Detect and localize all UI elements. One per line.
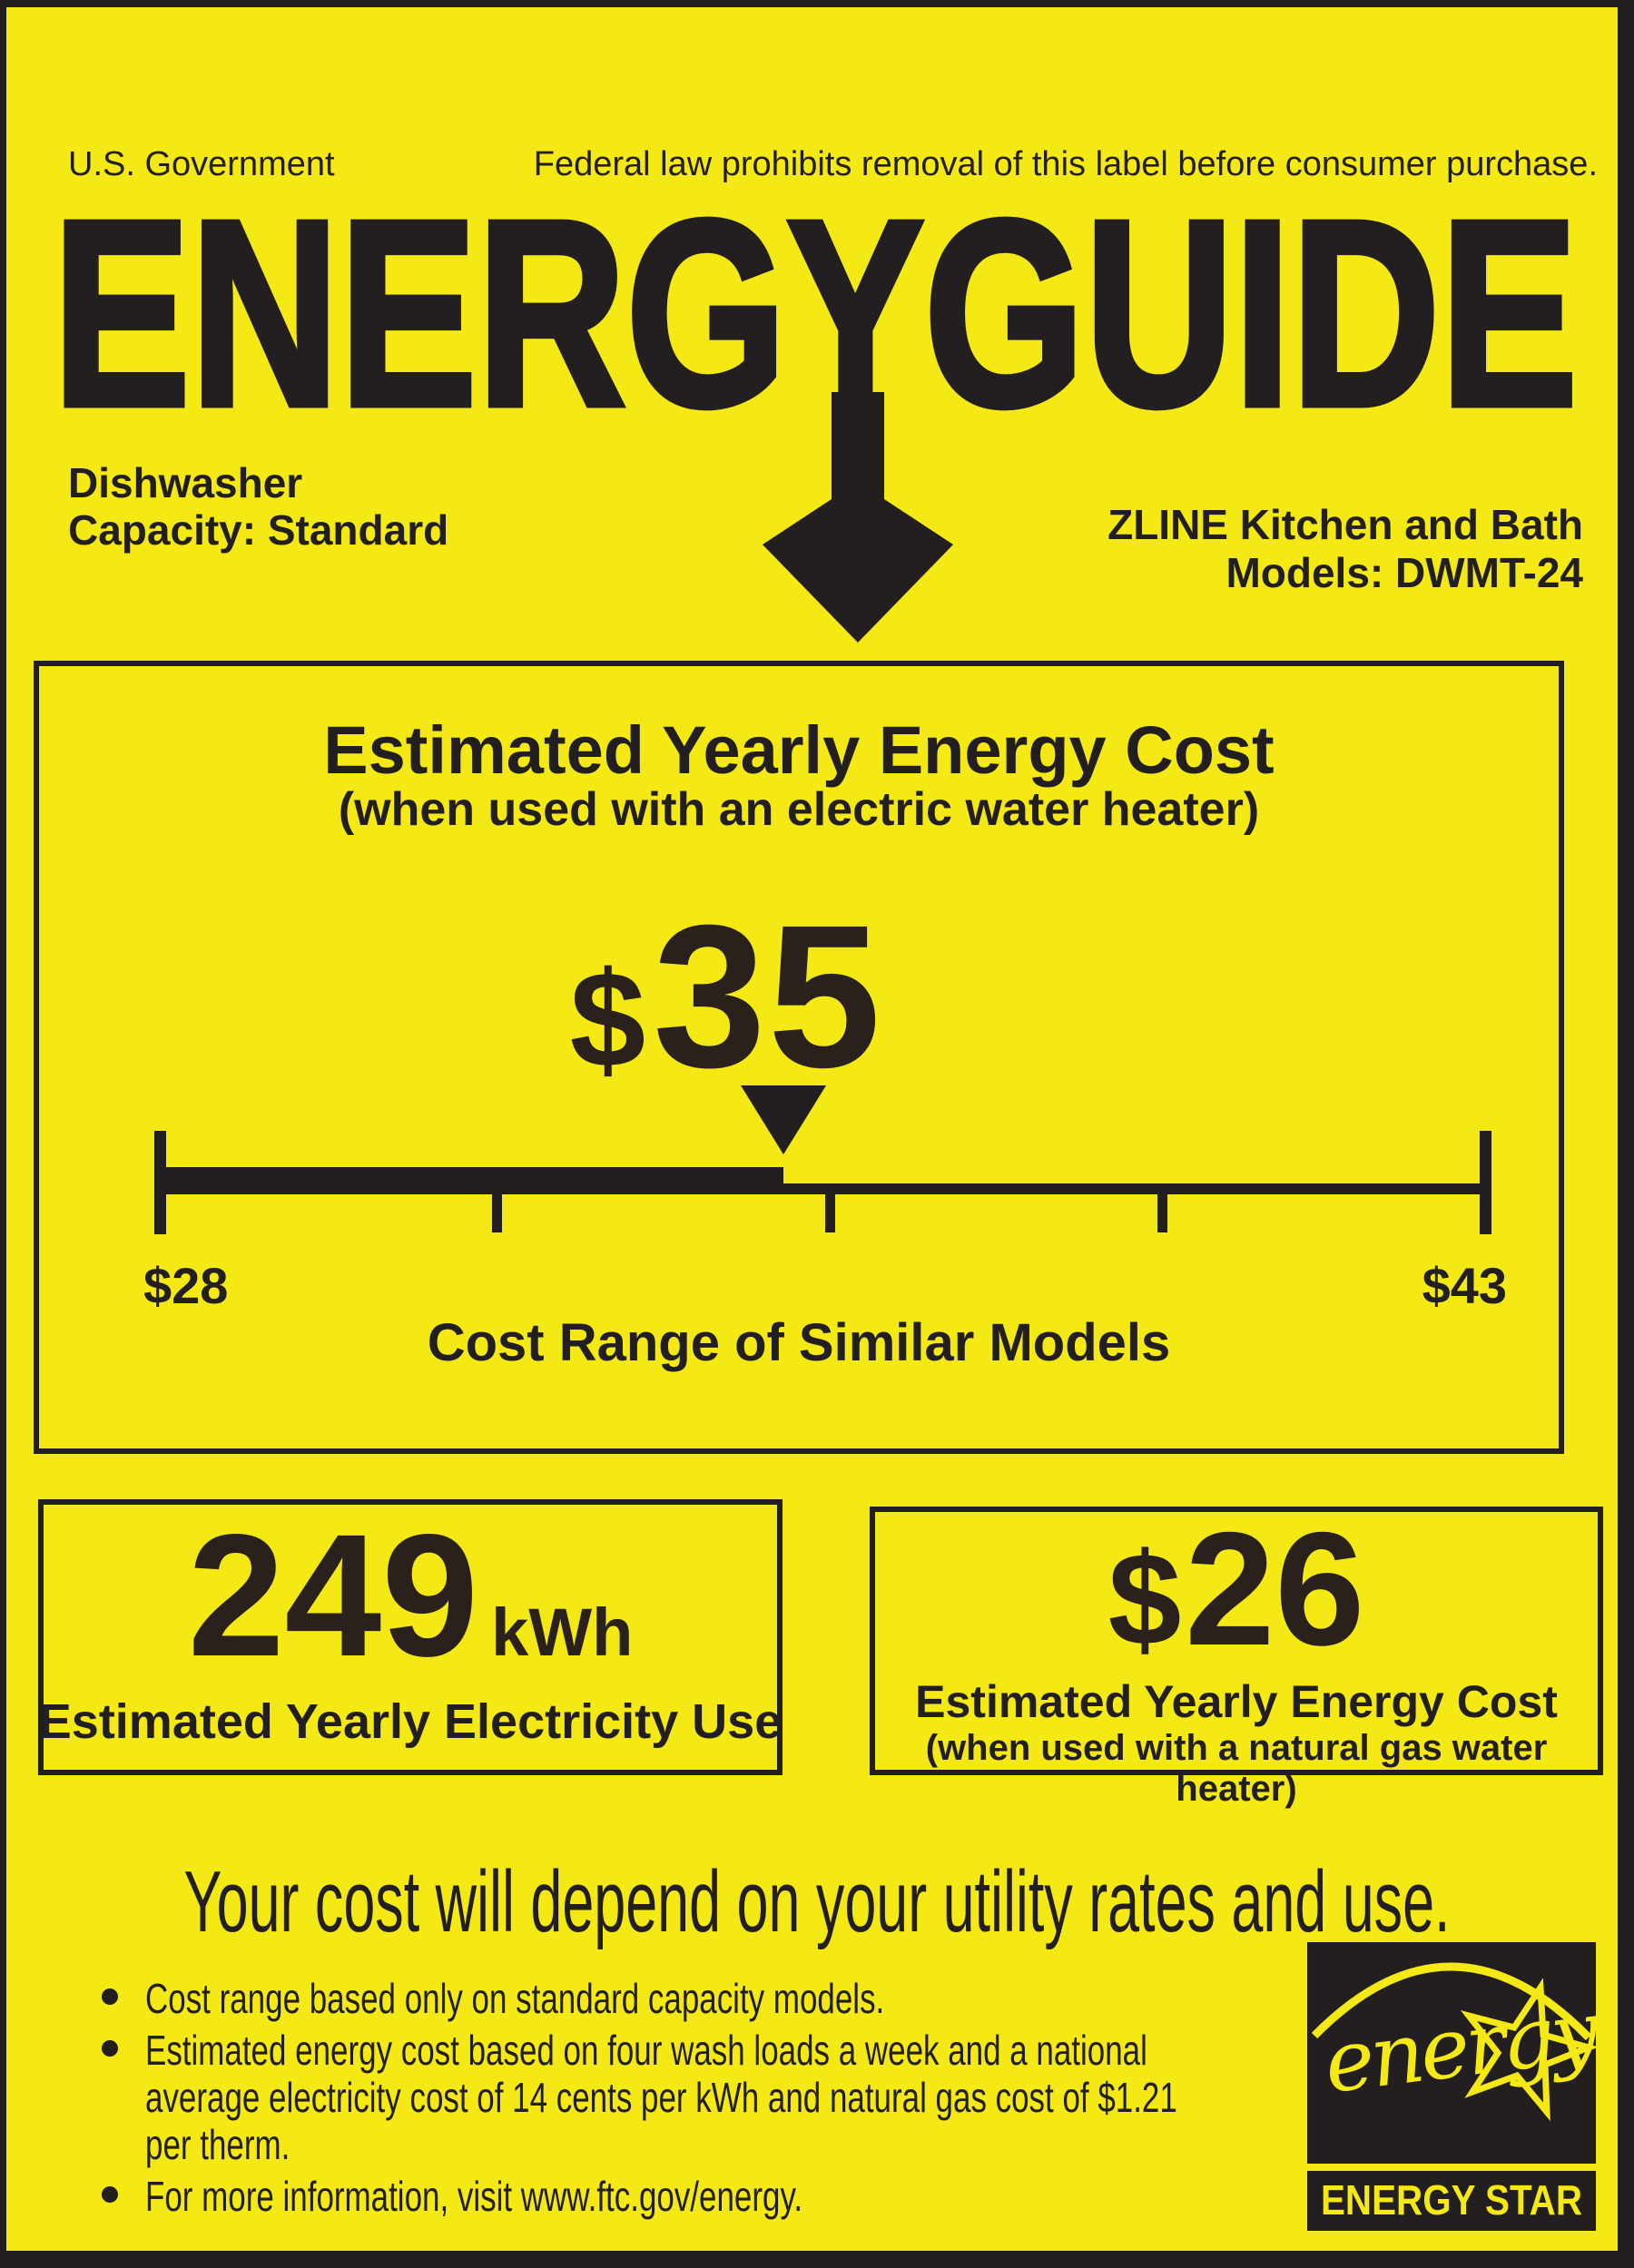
gas-currency-sign: $: [1107, 1526, 1182, 1673]
gas-cost-caption: Estimated Yearly Energy Cost: [915, 1676, 1558, 1727]
product-info: Dishwasher Capacity: Standard: [68, 459, 448, 554]
energy-star-lower-box: [1307, 2171, 1596, 2231]
brand-name: ZLINE Kitchen and Bath: [1107, 501, 1583, 548]
footnote-line: Cost range based only on standard capaci…: [145, 1975, 885, 2022]
scale-right-endcap: [1480, 1131, 1491, 1234]
bullet-icon: [102, 2040, 118, 2057]
scale-max-label: $43: [1422, 1257, 1507, 1314]
scale-tick: [825, 1183, 835, 1232]
brand-models: Models: DWMT-24: [1226, 549, 1583, 596]
energy-star-label: ENERGY STAR: [1321, 2176, 1582, 2224]
kwh-amount: 249: [187, 1497, 479, 1693]
footnote-line: Estimated energy cost based on four wash…: [145, 2027, 1147, 2074]
scale-min-label: $28: [143, 1257, 229, 1314]
scale-bar-filled: [154, 1167, 783, 1194]
scale-caption: Cost Range of Similar Models: [427, 1313, 1171, 1372]
footnotes-list: Cost range based only on standard capaci…: [102, 1975, 1318, 2224]
footnote-item: For more information, visit www.ftc.gov/…: [102, 2173, 1318, 2220]
energy-star-upper-box: [1307, 1942, 1596, 2164]
footnote-line: For more information, visit www.ftc.gov/…: [145, 2173, 803, 2220]
footnote-item: Estimated energy cost based on four wash…: [102, 2027, 1318, 2168]
gas-cost-value: $26: [870, 1508, 1603, 1670]
bullet-icon: [102, 2186, 118, 2203]
scale-left-endcap: [154, 1131, 166, 1234]
energy-star-star-icon: [1460, 1978, 1596, 2122]
electricity-use-value: 249 kWh: [38, 1508, 783, 1683]
main-panel-title: Estimated Yearly Energy Cost: [323, 712, 1275, 788]
footnote-line: average electricity cost of 14 cents per…: [145, 2074, 1177, 2121]
gas-cost-box: [870, 1507, 1603, 1775]
electricity-use-caption: Estimated Yearly Electricity Use: [38, 1694, 783, 1749]
main-panel-subtitle: (when used with an electric water heater…: [338, 783, 1260, 836]
cost-currency-sign: $: [569, 943, 646, 1095]
brand-info: ZLINE Kitchen and Bath Models: DWMT-24: [1107, 501, 1583, 597]
utility-rates-disclaimer-text: Your cost will depend on your utility ra…: [184, 1853, 1451, 1950]
energyguide-logo-text: ENERGYGUIDE: [53, 216, 1578, 414]
utility-rates-disclaimer: Your cost will depend on your utility ra…: [184, 1853, 1451, 1950]
kwh-unit: kWh: [491, 1595, 634, 1670]
scale-bar-line: [783, 1183, 1485, 1194]
us-government-text: U.S. Government: [68, 145, 335, 183]
energy-star-logo: energy ENERGY STAR: [1307, 1942, 1596, 2231]
electricity-use-box: [38, 1499, 783, 1775]
gas-amount: 26: [1185, 1498, 1365, 1679]
federal-law-text: Federal law prohibits removal of this la…: [533, 145, 1598, 183]
bullet-icon: [102, 1988, 118, 2005]
footnote-item: Cost range based only on standard capaci…: [102, 1975, 1318, 2022]
energyguide-logo: ENERGYGUIDE: [50, 216, 1581, 414]
scale-tick: [492, 1183, 502, 1232]
product-type: Dishwasher: [68, 459, 303, 506]
main-panel-box: [34, 661, 1564, 1454]
scale-pointer-icon: [741, 1085, 826, 1154]
logo-down-arrow-icon: [763, 392, 953, 643]
product-capacity: Capacity: Standard: [68, 506, 449, 554]
scale-tick: [1157, 1183, 1167, 1232]
cost-amount: 35: [653, 883, 883, 1110]
estimated-cost-value: $35: [0, 880, 1452, 1114]
energy-star-arc: [1311, 1962, 1592, 2041]
gas-cost-subcaption: (when used with a natural gas water heat…: [925, 1728, 1548, 1809]
footnote-line: per therm.: [145, 2121, 290, 2168]
